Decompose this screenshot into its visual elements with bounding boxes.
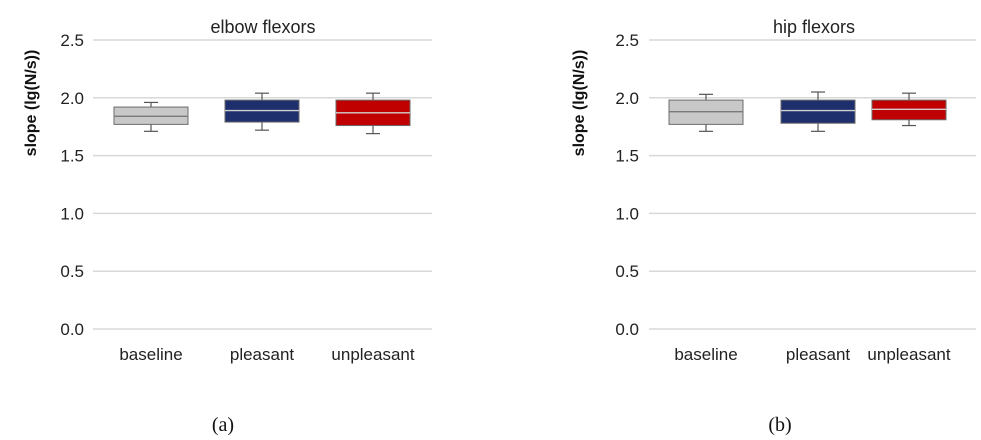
- x-category-labels: baseline pleasant unpleasant: [674, 345, 951, 364]
- y-tick-label: 0.0: [60, 320, 84, 339]
- x-category-label: pleasant: [230, 345, 295, 364]
- y-tick-label: 2.5: [615, 31, 639, 50]
- gridlines: [649, 39, 976, 330]
- x-category-label: unpleasant: [867, 345, 950, 364]
- y-tick-label: 0.5: [615, 262, 639, 281]
- y-tick-label: 1.5: [60, 147, 84, 166]
- x-category-label: pleasant: [786, 345, 851, 364]
- gridlines: [93, 39, 432, 330]
- box-series: [113, 92, 411, 135]
- y-tick-label: 1.0: [615, 204, 639, 223]
- y-tick-label: 0.0: [615, 320, 639, 339]
- box-unpleasant: [871, 92, 947, 127]
- y-axis-label: slope (lg(N/s)): [23, 50, 40, 157]
- box-baseline: [668, 93, 744, 132]
- box-unpleasant: [335, 92, 411, 135]
- y-tick-label: 0.5: [60, 262, 84, 281]
- y-tick-label: 2.0: [615, 89, 639, 108]
- y-tick-label: 1.0: [60, 204, 84, 223]
- y-tick-labels: 0.0 0.5 1.0 1.5 2.0 2.5: [615, 31, 639, 339]
- y-tick-label: 2.5: [60, 31, 84, 50]
- y-tick-label: 1.5: [615, 147, 639, 166]
- chart-hip-flexors: 0.0 0.5 1.0 1.5 2.0 2.5 hip flexors slope (lg…: [571, 17, 976, 436]
- panel-label: (a): [212, 414, 234, 436]
- x-category-label: unpleasant: [331, 345, 414, 364]
- x-category-labels: baseline pleasant unpleasant: [119, 345, 415, 364]
- chart-elbow-flexors: 0.0 0.5 1.0 1.5 2.0 2.5 elbow flexors slope (…: [23, 17, 432, 436]
- chart-title: hip flexors: [773, 17, 855, 37]
- chart-title: elbow flexors: [210, 17, 315, 37]
- y-axis-label: slope (lg(N/s)): [571, 50, 588, 157]
- panel-label: (b): [768, 414, 791, 436]
- box-iqr: [780, 99, 856, 124]
- box-series: [668, 91, 947, 132]
- x-category-label: baseline: [119, 345, 182, 364]
- x-category-label: baseline: [674, 345, 737, 364]
- box-pleasant: [780, 91, 856, 132]
- box-pleasant: [224, 92, 300, 131]
- box-baseline: [113, 101, 189, 132]
- y-tick-labels: 0.0 0.5 1.0 1.5 2.0 2.5: [60, 31, 84, 339]
- y-tick-label: 2.0: [60, 89, 84, 108]
